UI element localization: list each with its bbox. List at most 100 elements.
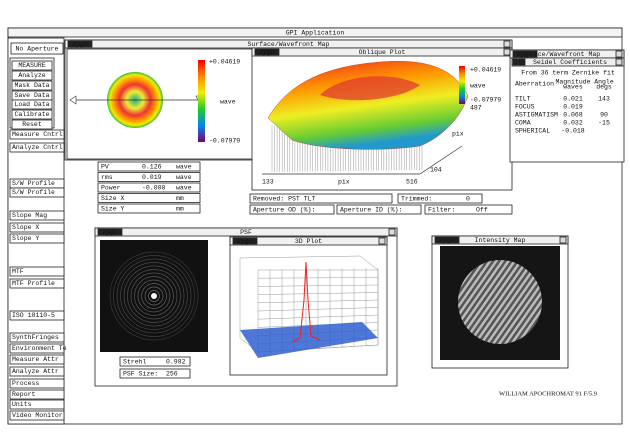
side-button-label: Analyze Cntrl [12, 144, 63, 151]
psf-ring [148, 290, 160, 302]
main-title-bar [7, 27, 623, 38]
measure-button[interactable] [11, 70, 53, 81]
side-button[interactable] [9, 266, 65, 277]
seidel-title-bar [511, 57, 625, 67]
side-button-label: Environment Te [12, 345, 67, 352]
colorbar-max: +0.04619 [209, 59, 240, 66]
measure-button-label: Analyze [18, 72, 45, 79]
side-button[interactable] [9, 187, 65, 198]
seidel-angle: -15 [598, 120, 610, 127]
measure-button-label: Save Data [14, 92, 49, 99]
colorbar-unit: wave [470, 83, 486, 90]
psf-value: 256 [166, 371, 178, 378]
side-button-label: MTF [12, 268, 24, 275]
window-icon[interactable] [388, 228, 396, 236]
side-button-label: Slope Y [12, 235, 39, 242]
stat-value: 0.019 [142, 174, 162, 181]
measure-button-label: Reset [22, 121, 42, 128]
stat-unit: wave [176, 185, 192, 192]
side-button-label: Slope Mag [12, 212, 47, 219]
psf-ring [137, 279, 171, 313]
side-button[interactable] [9, 332, 65, 343]
side-button-label: Process [12, 380, 39, 387]
side-button[interactable] [9, 389, 65, 400]
info-field [249, 204, 335, 215]
stat-label: Size X [101, 195, 125, 202]
side-button[interactable] [9, 210, 65, 221]
seidel-row-name: SPHERICAL [515, 128, 550, 135]
side-button[interactable] [9, 233, 65, 244]
measure-button[interactable] [11, 119, 53, 130]
logo: zygo [72, 41, 88, 48]
aperture-label: No Aperture [16, 46, 59, 53]
seidel-row-name: ASTIGMATISM [515, 112, 558, 119]
axis-label: 516 [406, 179, 418, 186]
psf-core [151, 293, 157, 299]
aperture-button[interactable] [10, 42, 64, 55]
measure-button-label: Load Data [14, 101, 49, 108]
side-button-label: MTF Profile [12, 280, 55, 287]
stat-label: Power [101, 185, 121, 192]
intensity-window-title-bar [431, 235, 569, 245]
stat-field [97, 182, 201, 193]
psf-ring [116, 258, 192, 334]
psf-window-title-bar [94, 227, 398, 237]
side-button[interactable] [9, 410, 65, 421]
window-icon[interactable] [378, 237, 386, 245]
measure-button-label: MEASURE [18, 62, 45, 69]
stat-label: Size Y [101, 206, 125, 213]
axis-label: 487 [470, 105, 482, 112]
measure-button[interactable] [11, 109, 53, 120]
side-button[interactable] [9, 310, 65, 321]
psf-ring [130, 272, 178, 320]
psf-spike [291, 261, 321, 343]
info-field [424, 204, 513, 215]
psf-ring [113, 255, 195, 337]
measure-button[interactable] [11, 60, 53, 71]
info-text: Removed: PST TLT [253, 196, 316, 203]
window-title: Surface/Wavefront Map [248, 41, 330, 48]
side-button[interactable] [9, 378, 65, 389]
side-button[interactable] [9, 343, 65, 354]
colorbar [459, 66, 465, 104]
info-field [336, 204, 422, 215]
seidel-header: Angle [594, 79, 614, 86]
seidel-header: Magnitude [555, 79, 590, 86]
window-icon[interactable] [503, 48, 511, 56]
side-button[interactable] [9, 142, 65, 153]
seidel-magnitude: 0.032 [563, 120, 583, 127]
measure-button[interactable] [11, 80, 53, 91]
info-text: Aperture OD (%): [253, 207, 315, 214]
window-icon[interactable] [615, 58, 623, 66]
side-button[interactable] [9, 222, 65, 233]
window-icon[interactable] [559, 236, 567, 244]
window-icon[interactable] [615, 50, 623, 58]
stat-label: rms [101, 174, 113, 181]
psf-ring [144, 286, 164, 306]
info-value: Off [476, 207, 488, 214]
psf-label: PSF Size: [123, 371, 158, 378]
seidel-magnitude: -0.018 [561, 128, 585, 135]
side-button-label: S/W Profile [12, 189, 55, 196]
seidel-row-name: COMA [515, 120, 531, 127]
side-button[interactable] [9, 354, 65, 365]
colorbar-unit: wave [220, 99, 236, 106]
side-button[interactable] [9, 366, 65, 377]
info-value: 0 [466, 196, 470, 203]
side-button[interactable] [9, 278, 65, 289]
info-text: Trimmed: [401, 196, 432, 203]
side-button[interactable] [9, 129, 65, 140]
oblique-axes [262, 145, 463, 175]
seidel-row-name: FOCUS [515, 104, 535, 111]
oblique-surface [267, 61, 469, 150]
colorbar-min: -0.07979 [209, 138, 240, 145]
window-icon[interactable] [503, 40, 511, 48]
seidel-magnitude: 0.068 [563, 112, 583, 119]
logo-box [232, 237, 258, 245]
logo: zygo [102, 229, 118, 236]
measure-button[interactable] [11, 99, 53, 110]
side-button[interactable] [9, 399, 65, 410]
axis-label: 133 [262, 179, 274, 186]
stat-unit: wave [176, 174, 192, 181]
psf-ring [127, 269, 181, 323]
